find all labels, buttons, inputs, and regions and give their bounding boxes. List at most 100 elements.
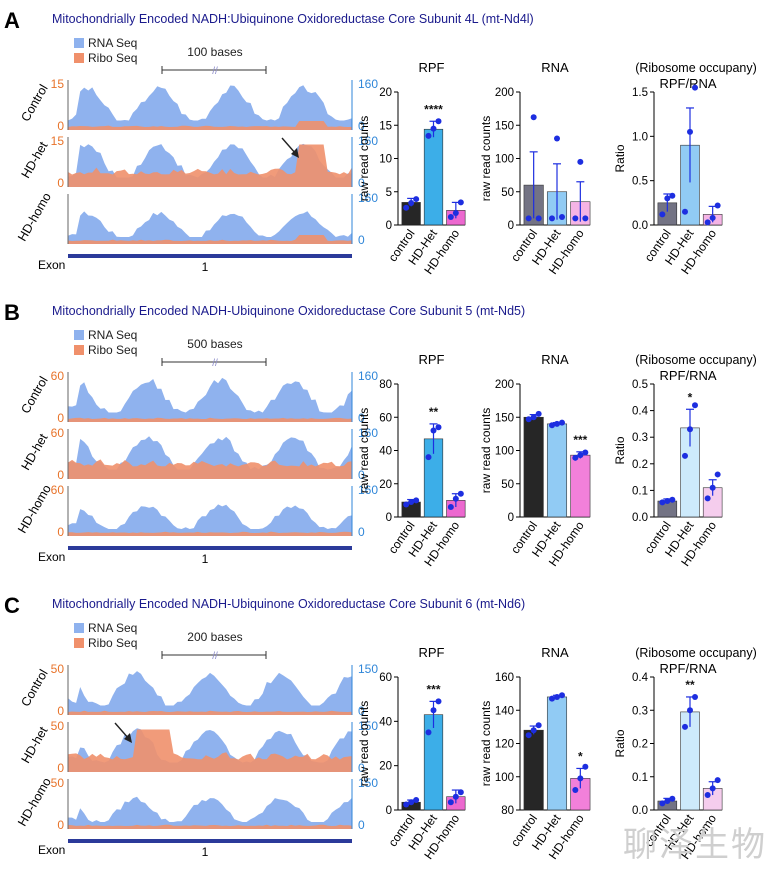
data-point: [430, 707, 437, 714]
rna-coverage: [68, 504, 352, 536]
y-tick-label: 20: [379, 761, 392, 773]
left-axis-max: 50: [51, 719, 65, 733]
data-point: [535, 722, 542, 729]
ribo-coverage: [68, 144, 352, 187]
panel-letter: A: [4, 8, 20, 33]
legend-label-ribo: Ribo Seq: [88, 51, 137, 65]
right-axis-max: 160: [358, 191, 378, 205]
legend-label-rna: RNA Seq: [88, 36, 137, 50]
bar: [546, 696, 568, 811]
y-tick-label: 80: [379, 379, 392, 391]
scale-label: 100 bases: [187, 45, 242, 59]
data-point: [447, 799, 454, 806]
exon-label: Exon: [38, 843, 65, 857]
legend-swatch-ribo: [74, 345, 84, 355]
data-point: [582, 763, 589, 770]
data-point: [577, 158, 584, 165]
arrow-indicator: [281, 137, 297, 155]
track-hd-het: 15 0 160 0 HD-het: [19, 134, 379, 190]
y-tick-label: 0.3: [632, 705, 648, 717]
y-tick-label: 0.1: [632, 485, 648, 497]
y-tick-label: 20: [379, 87, 392, 99]
data-point: [413, 497, 420, 504]
data-point: [452, 495, 459, 502]
track-hd-het: 60 0 160 0 HD-het: [19, 426, 379, 482]
data-point: [714, 471, 721, 478]
scale-label: 500 bases: [187, 337, 242, 351]
track-label: HD-homo: [15, 775, 54, 828]
data-point: [554, 693, 560, 700]
data-point: [559, 692, 565, 699]
data-point: [535, 215, 542, 222]
y-tick-label: 40: [379, 716, 392, 728]
data-point: [549, 215, 555, 222]
right-axis-min: 0: [358, 119, 365, 133]
data-point: [692, 693, 698, 700]
exon-number: 1: [202, 260, 209, 274]
legend-swatch-ribo: [74, 53, 84, 63]
ribo-coverage: [68, 459, 352, 479]
data-point: [452, 210, 459, 217]
left-axis-min: 0: [57, 468, 64, 482]
y-axis-label: raw read counts: [357, 701, 371, 786]
panel-letter: C: [4, 593, 20, 618]
panel-letter: B: [4, 300, 20, 325]
data-point: [659, 499, 666, 506]
y-tick-label: 5: [386, 187, 392, 199]
y-tick-label: 200: [495, 379, 514, 391]
bar: [570, 454, 591, 518]
panel-title: Mitochondrially Encoded NADH:Ubiquinone …: [52, 12, 534, 26]
scale-label: 200 bases: [187, 630, 242, 644]
chart-title: RNA: [541, 645, 569, 660]
significance-label: ***: [573, 433, 587, 447]
legend-swatch-rna: [74, 623, 84, 633]
y-tick-label: 1.5: [632, 87, 648, 99]
y-tick-label: 150: [495, 120, 514, 132]
y-tick-label: 10: [379, 154, 392, 166]
track-control: 60 0 160 0 Control: [18, 369, 378, 425]
data-point: [714, 777, 721, 784]
rna-coverage: [68, 377, 352, 422]
y-tick-label: 200: [495, 87, 514, 99]
data-point: [535, 410, 542, 417]
y-tick-label: 0.4: [632, 406, 649, 418]
rna-coverage: [68, 211, 352, 244]
significance-label: *: [688, 390, 693, 404]
ribo-coverage: [68, 417, 352, 422]
y-tick-label: 0.1: [632, 772, 648, 784]
data-point: [709, 214, 716, 221]
data-point: [664, 798, 671, 805]
right-axis-max: 160: [358, 369, 378, 383]
right-axis-max: 160: [358, 77, 378, 91]
data-point: [403, 204, 410, 211]
chart-title-sub: (Ribosome occupany): [635, 61, 757, 75]
y-tick-label: 0.2: [632, 739, 648, 751]
exon-number: 1: [202, 845, 209, 859]
chart-title: RPF: [419, 645, 445, 660]
y-tick-label: 150: [495, 412, 514, 424]
data-point: [664, 498, 671, 505]
left-axis-min: 0: [57, 525, 64, 539]
data-point: [669, 496, 676, 503]
y-tick-label: 100: [495, 154, 514, 166]
y-tick-label: 0.4: [632, 672, 649, 684]
legend-swatch-rna: [74, 38, 84, 48]
data-point: [457, 490, 464, 497]
y-tick-label: 0.0: [632, 805, 648, 817]
left-axis-min: 0: [57, 761, 64, 775]
left-axis-max: 60: [51, 483, 65, 497]
data-point: [430, 427, 437, 434]
exon-bar: [68, 546, 352, 550]
data-point: [425, 132, 432, 139]
data-point: [572, 787, 579, 794]
left-axis-min: 0: [57, 176, 64, 190]
track-label: HD-het: [19, 724, 51, 766]
exon-bar: [68, 254, 352, 258]
data-point: [457, 199, 464, 206]
arrow-head: [291, 148, 299, 158]
